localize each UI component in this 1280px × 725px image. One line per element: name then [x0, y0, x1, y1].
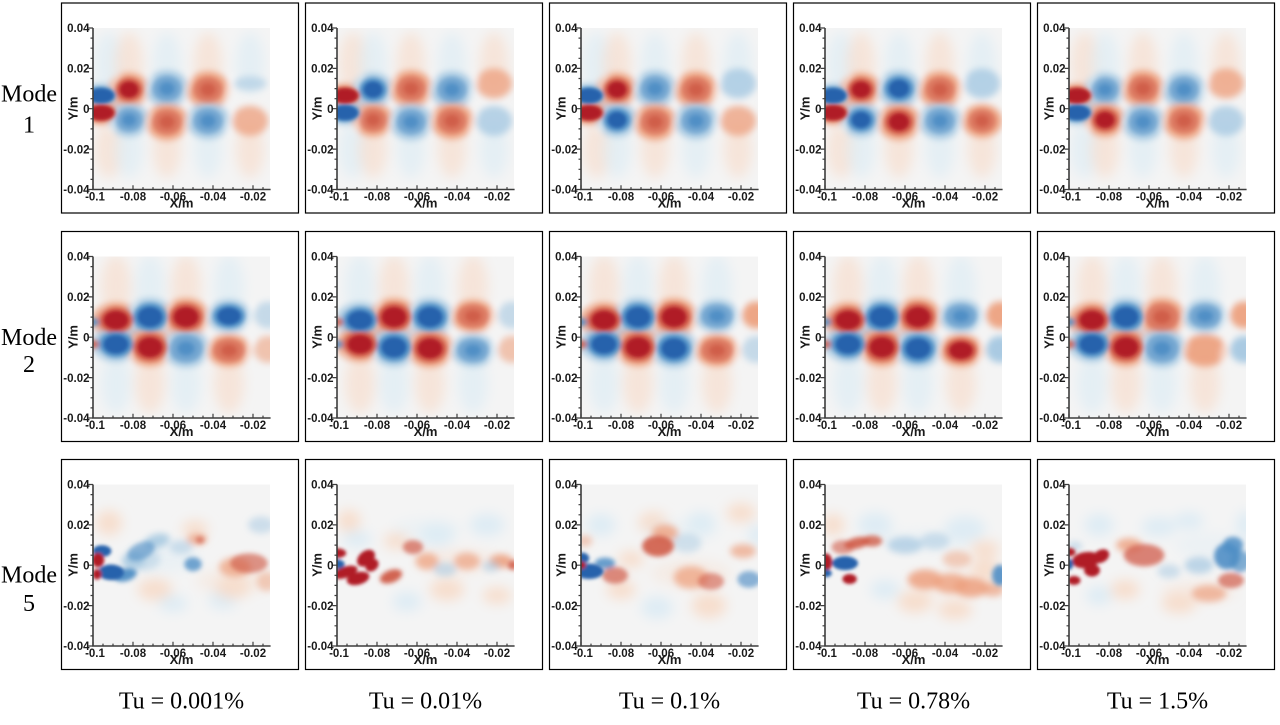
svg-text:Tu = 0.001%: Tu = 0.001% — [119, 689, 244, 715]
svg-text:2: 2 — [23, 352, 35, 378]
svg-text:Mode: Mode — [1, 563, 57, 589]
svg-text:Mode: Mode — [1, 82, 57, 108]
svg-text:Tu = 0.01%: Tu = 0.01% — [369, 689, 482, 715]
svg-text:1: 1 — [23, 113, 35, 139]
svg-text:Tu = 0.78%: Tu = 0.78% — [857, 689, 970, 715]
svg-text:Mode: Mode — [1, 325, 57, 351]
svg-text:5: 5 — [23, 591, 35, 617]
svg-text:Tu = 0.1%: Tu = 0.1% — [619, 689, 720, 715]
svg-text:Tu = 1.5%: Tu = 1.5% — [1107, 689, 1208, 715]
